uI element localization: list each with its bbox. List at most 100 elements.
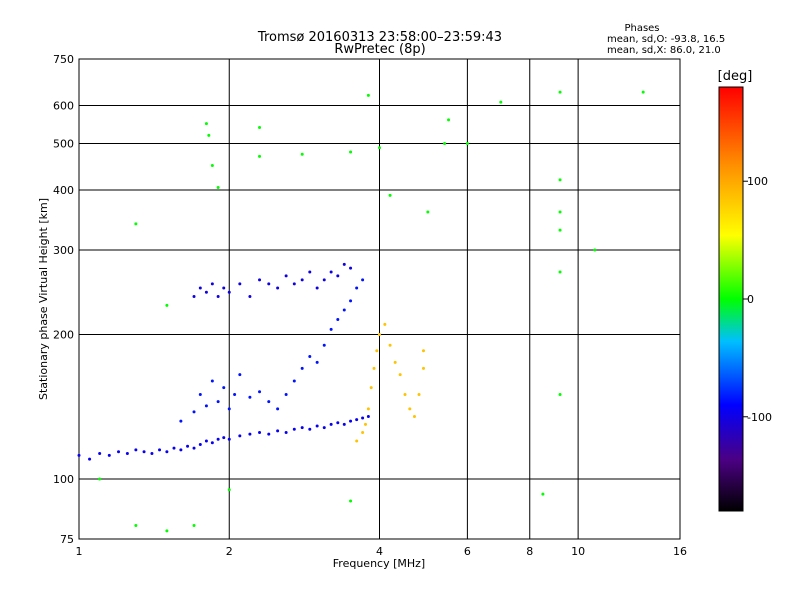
data-point [369, 386, 373, 390]
y-tick-label: 75 [60, 533, 74, 546]
data-point [238, 373, 242, 377]
data-point [403, 393, 407, 397]
data-point [322, 426, 326, 430]
x-tick-label: 10 [571, 545, 585, 558]
data-point [329, 422, 333, 426]
data-point [412, 414, 416, 418]
data-point [342, 308, 346, 312]
y-tick-label: 400 [53, 184, 74, 197]
data-point [558, 228, 562, 232]
data-point [364, 422, 368, 426]
data-point [300, 426, 304, 430]
data-point [408, 407, 412, 411]
data-point [267, 282, 271, 286]
data-point [172, 446, 176, 450]
data-point [207, 133, 211, 137]
data-point [447, 118, 451, 122]
data-point [77, 453, 81, 457]
phase-legend-heading: Phases [624, 23, 659, 34]
data-point [227, 407, 231, 411]
phase-legend-x: mean, sd,X: 86.0, 21.0 [607, 45, 721, 56]
data-point [192, 446, 196, 450]
data-point [192, 524, 196, 528]
data-point [204, 439, 208, 443]
data-point [165, 303, 169, 307]
y-axis-label: Stationary phase Virtual Height [km] [37, 198, 50, 400]
data-point [258, 431, 262, 435]
data-point [292, 282, 296, 286]
data-point [204, 404, 208, 408]
data-point [222, 386, 226, 390]
chart-title-line2: RwPretec (8p) [334, 42, 425, 57]
data-point [248, 432, 252, 436]
data-point [179, 448, 183, 452]
data-point [210, 379, 214, 383]
data-point [233, 393, 237, 397]
data-point [98, 452, 102, 456]
data-point [329, 270, 333, 274]
data-point [238, 434, 242, 438]
x-tick-label: 4 [376, 545, 383, 558]
data-point [192, 410, 196, 414]
data-point [308, 270, 312, 274]
data-point [342, 422, 346, 426]
data-point [366, 93, 370, 97]
data-point [292, 427, 296, 431]
data-point [558, 90, 562, 94]
data-point [355, 439, 359, 443]
y-tick-label: 200 [53, 329, 74, 342]
data-point [258, 390, 262, 394]
data-point [258, 154, 262, 158]
colorbar-tick-label: -100 [747, 411, 772, 424]
data-point [361, 278, 365, 282]
colorbar-tick-label: 100 [747, 175, 768, 188]
data-point [150, 452, 154, 456]
y-tick-label: 600 [53, 100, 74, 113]
data-point [204, 290, 208, 294]
data-point [198, 393, 202, 397]
data-point [179, 419, 183, 423]
data-point [465, 142, 469, 146]
data-point [336, 421, 340, 425]
data-point [222, 436, 226, 440]
colorbar-label: [deg] [718, 69, 753, 84]
data-point [366, 407, 370, 411]
data-point [284, 431, 288, 435]
phase-legend-o: mean, sd,O: -93.8, 16.5 [607, 34, 725, 45]
data-point [375, 349, 379, 353]
data-point [378, 146, 381, 150]
data-point [372, 366, 376, 370]
data-point [88, 457, 92, 461]
data-point [300, 278, 304, 282]
colorbar-ticks: 100 0 -100 [743, 175, 772, 424]
x-tick-label: 2 [226, 545, 233, 558]
data-point [300, 152, 304, 156]
data-point [558, 393, 562, 397]
data-point [216, 400, 220, 404]
data-point [134, 448, 138, 452]
data-point [198, 443, 202, 447]
y-tick-labels: 75 100 200 300 400 500 600 750 [53, 53, 74, 546]
data-point [134, 524, 138, 528]
grid-lines [79, 59, 680, 539]
y-tick-label: 500 [53, 138, 74, 151]
data-point [276, 286, 280, 290]
data-point [216, 437, 220, 441]
data-point [366, 414, 370, 418]
data-points [77, 90, 645, 533]
data-point [142, 450, 146, 454]
data-point [284, 393, 288, 397]
y-tick-label: 750 [53, 53, 74, 66]
data-point [393, 360, 397, 364]
data-point [238, 282, 242, 286]
data-point [125, 452, 129, 456]
data-point [426, 210, 430, 214]
data-point [378, 333, 381, 337]
data-point [383, 322, 387, 326]
x-tick-label: 8 [526, 545, 533, 558]
data-point [342, 262, 346, 266]
y-tick-label: 100 [53, 473, 74, 486]
data-point [248, 295, 252, 299]
data-point [349, 499, 353, 503]
data-point [276, 429, 280, 433]
